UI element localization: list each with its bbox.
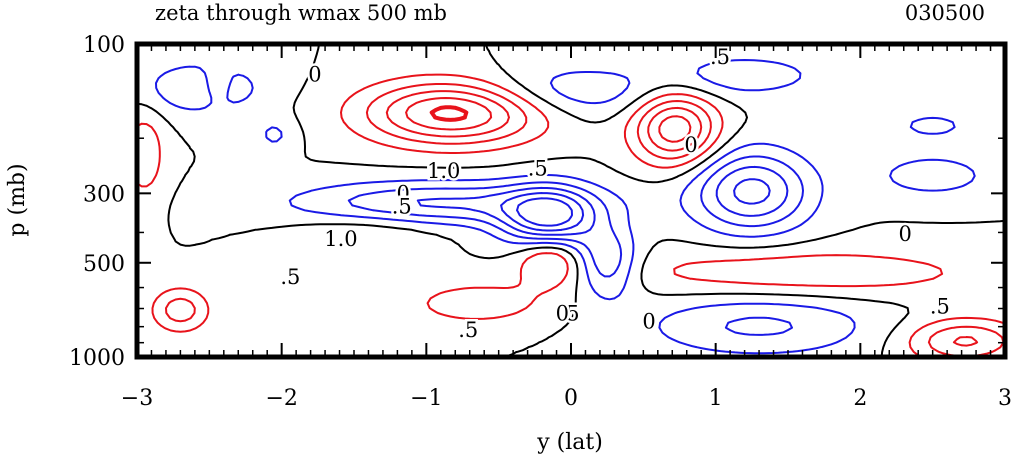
contour-level-2 xyxy=(405,97,692,143)
x-tick-label: −3 xyxy=(121,386,153,411)
x-tick-label: 1 xyxy=(709,386,723,411)
contour-label-12: 0 xyxy=(556,301,569,325)
chart-title: zeta through wmax 500 mb xyxy=(155,1,447,25)
y-tick-label: 1000 xyxy=(69,346,125,371)
contour-labels: 0.501.0.50.51.0 0.5.5.50 0.5 xyxy=(278,42,953,344)
contour-label-0: 0 xyxy=(308,62,321,86)
contour-label-2: 0 xyxy=(684,133,697,157)
contour-label-11: .5 xyxy=(560,301,580,325)
contour-lines xyxy=(136,43,1006,358)
contour-level-2p5 xyxy=(429,105,469,122)
contour-label-1: .5 xyxy=(710,45,730,69)
x-tick-label: −2 xyxy=(265,386,297,411)
contour-level-neg1p5 xyxy=(416,165,789,236)
contour-label-8: 0 xyxy=(898,222,911,246)
contour-level-neg2p5 xyxy=(516,197,573,227)
x-tick-label: −1 xyxy=(410,386,442,411)
contour-level-1 xyxy=(165,83,1005,358)
x-axis-label: y (lat) xyxy=(536,430,603,455)
contour-label-5: 0 xyxy=(396,181,409,205)
x-tick-label: 0 xyxy=(564,386,578,411)
contour-label-13: 0 xyxy=(642,309,655,333)
y-axis-label: p (mb) xyxy=(5,163,30,236)
chart-timestamp: 030500 xyxy=(905,1,985,25)
contour-level-neg0p5 xyxy=(155,59,976,355)
contour-label-7: 1.0 xyxy=(324,227,357,251)
x-tick-label: 3 xyxy=(998,386,1012,411)
contour-level-neg1 xyxy=(347,155,804,336)
contour-label-10: .5 xyxy=(930,295,950,319)
axes: −3 −2 −1 0 1 2 3 100 300 500 1000 xyxy=(69,33,1012,411)
y-tick-label: 100 xyxy=(83,33,125,58)
contour-label-9: .5 xyxy=(280,265,300,289)
x-tick-label: 2 xyxy=(853,386,867,411)
contour-label-14: .5 xyxy=(458,318,478,342)
y-tick-label: 300 xyxy=(83,182,125,207)
contour-label-3: 1.0 xyxy=(427,159,460,183)
y-tick-label: 500 xyxy=(83,252,125,277)
contour-level-neg2 xyxy=(500,178,771,232)
contour-level-1p5 xyxy=(385,90,979,347)
contour-level-0p5 xyxy=(136,73,1006,358)
contour-label-6: .5 xyxy=(392,194,412,218)
contour-label-4: .5 xyxy=(528,157,548,181)
